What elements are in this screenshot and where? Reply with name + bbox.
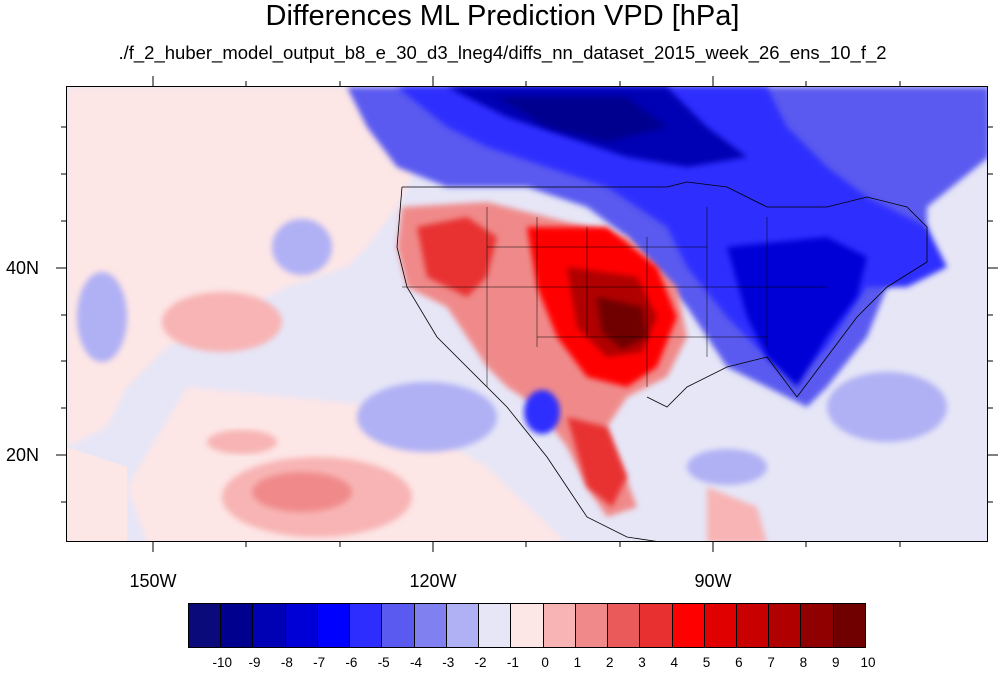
colorbar-label: 1 <box>573 655 582 670</box>
colorbar-box <box>575 604 609 647</box>
colorbar-box <box>414 604 447 647</box>
colorbar <box>188 603 866 648</box>
colorbar-label: 4 <box>670 655 679 670</box>
colorbar-box <box>253 604 286 647</box>
colorbar-box <box>672 604 705 647</box>
colorbar-label: 3 <box>638 655 646 670</box>
colorbar-label: 9 <box>831 655 840 670</box>
colorbar-box <box>479 604 512 647</box>
colorbar-label: -6 <box>345 655 358 670</box>
colorbar-label: 10 <box>860 655 876 670</box>
lat-label-40n: 40N <box>6 258 40 278</box>
colorbar-box <box>543 604 576 647</box>
colorbar-label: 0 <box>541 655 549 670</box>
colorbar-box <box>317 604 351 647</box>
colorbar-box <box>801 604 834 647</box>
colorbar-label: -5 <box>377 655 390 670</box>
colorbar-box <box>382 604 415 647</box>
colorbar-label: 7 <box>767 655 775 670</box>
colorbar-label: -7 <box>313 655 326 670</box>
lon-label-90w: 90W <box>694 571 732 591</box>
colorbar-box <box>189 604 222 647</box>
chart-subtitle: ./f_2_huber_model_output_b8_e_30_d3_lneg… <box>118 42 887 63</box>
colorbar-label: -1 <box>506 655 519 670</box>
colorbar-label: 8 <box>799 655 808 670</box>
colorbar-label: -4 <box>409 655 422 670</box>
lat-label-20n: 20N <box>6 445 40 465</box>
colorbar-box <box>640 604 673 647</box>
lon-label-120w: 120W <box>409 571 457 591</box>
colorbar-label: -10 <box>212 655 233 670</box>
colorbar-box <box>833 604 865 647</box>
colorbar-box <box>350 604 383 647</box>
colorbar-box <box>704 604 737 647</box>
colorbar-label: 5 <box>702 655 711 670</box>
colorbar-labels: -10 -9 -8 -7 -6 -5 -4 -3 -2 -1 0 1 2 3 4 5 6 7 8 9 10 <box>0 655 1005 673</box>
colorbar-box <box>285 604 318 647</box>
colorbar-box <box>769 604 802 647</box>
colorbar-label: -3 <box>442 655 455 670</box>
colorbar-label: 6 <box>735 655 743 670</box>
vpd-difference-field <box>67 87 987 541</box>
colorbar-label: -9 <box>248 655 261 670</box>
colorbar-label: 2 <box>605 655 614 670</box>
lon-label-150w: 150W <box>129 571 177 591</box>
colorbar-box <box>511 604 544 647</box>
map-plot <box>66 86 988 542</box>
colorbar-label: -8 <box>280 655 293 670</box>
colorbar-box <box>736 604 770 647</box>
colorbar-label: -2 <box>474 655 487 670</box>
colorbar-box <box>221 604 254 647</box>
chart-title: Differences ML Prediction VPD [hPa] <box>265 0 740 32</box>
colorbar-box <box>446 604 480 647</box>
colorbar-box <box>608 604 641 647</box>
